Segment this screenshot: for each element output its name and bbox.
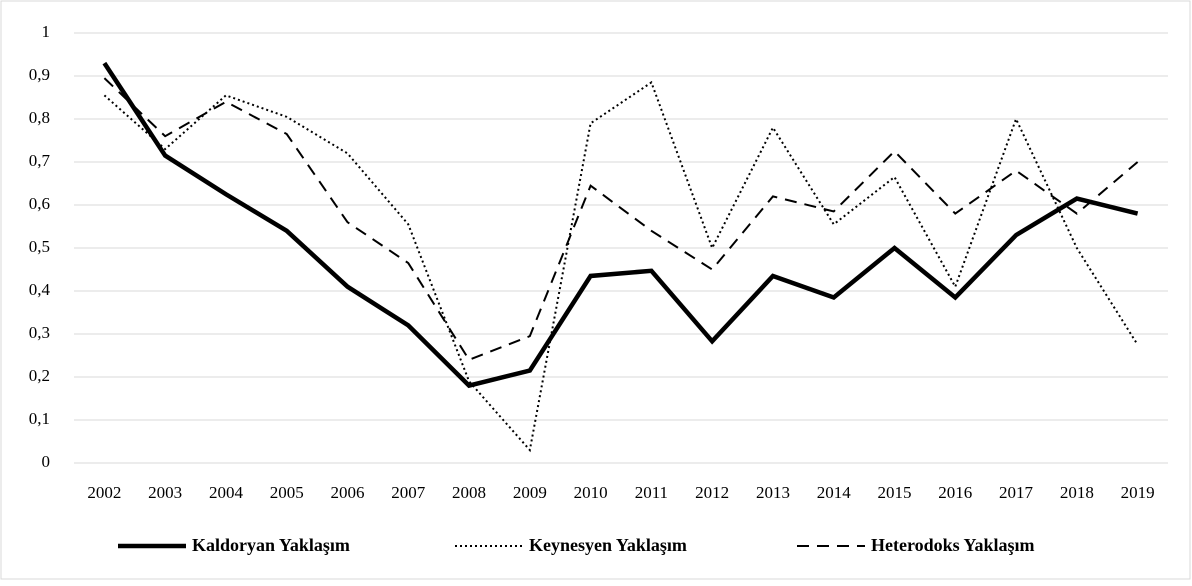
y-tick-label: 0 — [42, 452, 51, 471]
legend-label: Heterodoks Yaklaşım — [871, 535, 1035, 555]
x-tick-label: 2005 — [270, 483, 304, 502]
x-tick-label: 2003 — [148, 483, 182, 502]
x-tick-label: 2018 — [1060, 483, 1094, 502]
x-tick-label: 2017 — [999, 483, 1034, 502]
series-line — [102, 61, 1139, 389]
x-tick-label: 2013 — [756, 483, 790, 502]
legend-label: Keynesyen Yaklaşım — [529, 535, 687, 555]
x-tick-label: 2011 — [635, 483, 668, 502]
x-tick-label: 2008 — [452, 483, 486, 502]
y-tick-label: 0,6 — [29, 194, 50, 213]
x-tick-label: 2007 — [391, 483, 426, 502]
x-tick-label: 2009 — [513, 483, 547, 502]
y-tick-label: 0,9 — [29, 65, 50, 84]
y-tick-label: 0,5 — [29, 237, 50, 256]
x-tick-label: 2002 — [87, 483, 121, 502]
y-tick-label: 0,4 — [29, 280, 51, 299]
x-tick-label: 2006 — [331, 483, 365, 502]
series-line — [103, 77, 1139, 362]
x-tick-label: 2010 — [574, 483, 608, 502]
series-line — [103, 80, 1139, 453]
x-tick-label: 2016 — [938, 483, 972, 502]
y-tick-label: 0,8 — [29, 108, 50, 127]
x-tick-label: 2019 — [1121, 483, 1155, 502]
y-tick-label: 0,7 — [29, 151, 51, 170]
x-tick-label: 2004 — [209, 483, 244, 502]
x-tick-label: 2015 — [878, 483, 912, 502]
legend-label: Kaldoryan Yaklaşım — [192, 535, 350, 555]
x-tick-label: 2012 — [695, 483, 729, 502]
x-tick-label: 2014 — [817, 483, 852, 502]
y-tick-label: 1 — [42, 22, 51, 41]
y-tick-label: 0,1 — [29, 409, 50, 428]
y-tick-label: 0,2 — [29, 366, 50, 385]
y-tick-label: 0,3 — [29, 323, 50, 342]
